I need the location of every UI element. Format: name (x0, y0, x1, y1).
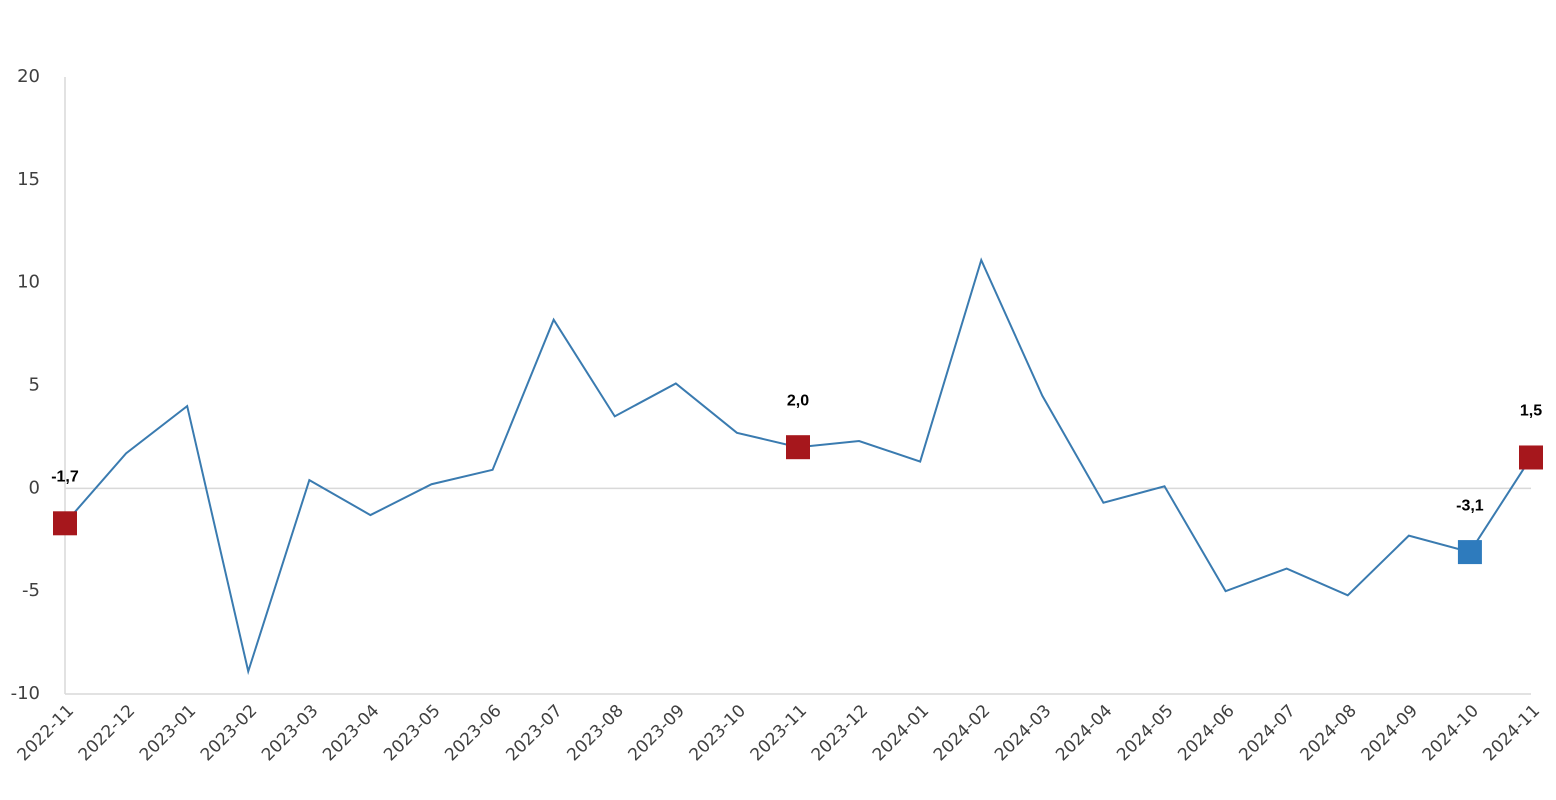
data-label: -3,1 (1456, 497, 1484, 514)
x-tick-label: 2024-04 (1052, 701, 1116, 765)
marker (53, 511, 77, 536)
x-tick-label: 2024-02 (930, 701, 994, 765)
x-tick-label: 2024-09 (1358, 701, 1422, 765)
x-tick-label: 2023-12 (808, 701, 872, 765)
y-tick-label: 20 (17, 66, 40, 87)
x-tick-label: 2023-03 (258, 701, 322, 765)
data-label: 2,0 (787, 392, 809, 409)
x-tick-label: 2023-06 (441, 701, 505, 765)
y-tick-label: 5 (29, 375, 40, 396)
x-tick-label: 2023-02 (197, 701, 261, 765)
x-tick-label: 2023-05 (380, 701, 444, 765)
x-tick-label: 2023-11 (747, 701, 811, 765)
y-tick-label: 0 (29, 477, 40, 498)
x-tick-label: 2023-10 (686, 701, 750, 765)
marker (1519, 445, 1543, 470)
x-tick-label: 2023-07 (502, 701, 566, 765)
y-tick-label: 15 (17, 169, 40, 190)
y-tick-label: 10 (17, 272, 40, 293)
data-label: 1,5 (1520, 403, 1542, 420)
x-tick-label: 2024-10 (1419, 701, 1483, 765)
x-tick-label: 2023-08 (563, 701, 627, 765)
x-tick-label: 2024-03 (991, 701, 1055, 765)
y-tick-label: -5 (22, 580, 40, 601)
x-tick-label: 2022-11 (14, 701, 78, 765)
x-tick-label: 2024-01 (869, 701, 933, 765)
x-tick-label: 2024-05 (1113, 701, 1177, 765)
x-tick-label: 2023-01 (136, 701, 200, 765)
line (64, 257, 1532, 676)
x-tick-label: 2023-04 (319, 701, 383, 765)
y-tick-label: -10 (11, 683, 40, 704)
marker (786, 435, 810, 460)
x-tick-label: 2024-07 (1235, 701, 1299, 765)
x-tick-label: 2022-12 (75, 701, 139, 765)
data-label: -1,7 (51, 469, 79, 486)
x-tick-label: 2024-08 (1296, 701, 1360, 765)
x-tick-label: 2024-06 (1174, 701, 1238, 765)
x-tick-label: 2023-09 (625, 701, 689, 765)
x-tick-label: 2024-11 (1480, 701, 1544, 765)
marker (1457, 540, 1482, 565)
